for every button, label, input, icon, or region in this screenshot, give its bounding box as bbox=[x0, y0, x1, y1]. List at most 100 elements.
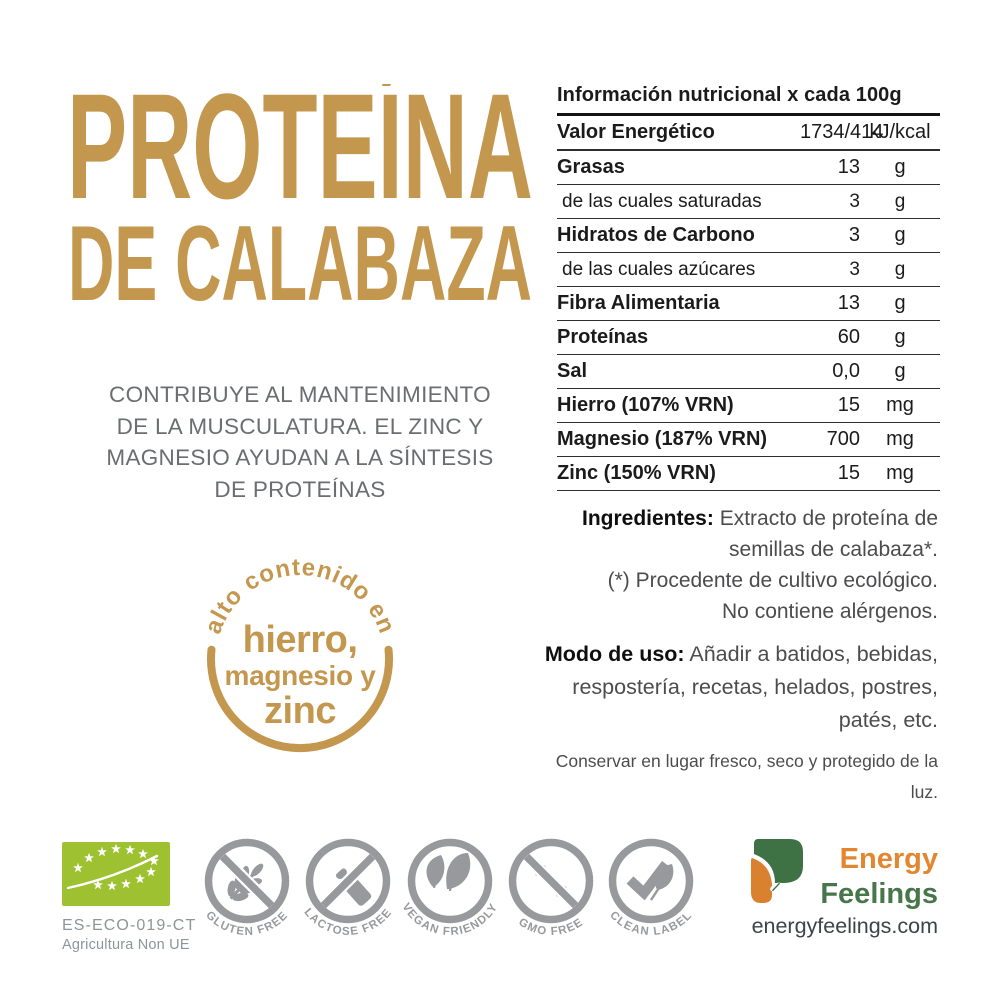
usage-block: Modo de uso: Añadir a batidos, bebidas, … bbox=[536, 638, 938, 737]
nutrition-name: Fibra Alimentaria bbox=[557, 292, 720, 314]
badge-ring bbox=[407, 838, 493, 924]
badge-gmo-free: GMO FREE bbox=[508, 838, 594, 938]
product-title-line1: PROTEÍNA bbox=[67, 84, 533, 230]
nutrition-table: Información nutricional x cada 100g Valo… bbox=[557, 84, 940, 491]
nutrition-name: Magnesio (187% VRN) bbox=[557, 428, 768, 450]
allergen-note: No contiene alérgenos. bbox=[722, 600, 938, 623]
badge-vegan-friendly: VEGAN FRIENDLY bbox=[399, 838, 499, 938]
ingredients-line2: semillas de calabaza*. bbox=[729, 538, 938, 561]
nutrition-row: Hidratos de Carbono 3 g bbox=[557, 219, 940, 253]
brand-name-line2: Feelings bbox=[820, 878, 938, 910]
nutrition-val: 1734/414 bbox=[800, 121, 884, 143]
storage-note: Conservar en lugar fresco, seco y proteg… bbox=[555, 751, 938, 802]
info-text-block: Ingredientes: Extracto de proteína de se… bbox=[536, 503, 938, 808]
nutrition-val: 15 bbox=[837, 394, 860, 416]
nutrition-name: de las cuales saturadas bbox=[562, 190, 762, 212]
crossed-slash bbox=[320, 853, 376, 909]
claim-line: DE PROTEÍNAS bbox=[214, 476, 386, 502]
eu-star bbox=[111, 843, 121, 854]
badge-gluten-free: GLUTEN FREE bbox=[203, 838, 291, 938]
nutrition-name: Hidratos de Carbono bbox=[557, 224, 755, 246]
eu-star bbox=[97, 846, 107, 857]
nutrition-name: Valor Energético bbox=[557, 121, 715, 143]
nutrition-row: Hierro (107% VRN) 15 mg bbox=[557, 389, 940, 423]
nutrition-name: Sal bbox=[557, 360, 588, 382]
nutrition-val: 60 bbox=[837, 326, 860, 348]
eu-star bbox=[73, 862, 83, 873]
organic-note: (*) Procedente de cultivo ecológico. bbox=[607, 569, 938, 592]
stamp-line2: magnesio y bbox=[224, 660, 376, 691]
eu-star bbox=[125, 844, 135, 855]
nutrition-val: 0,0 bbox=[832, 360, 860, 382]
eu-leaf-stem bbox=[66, 854, 159, 890]
nutrition-row: de las cuales azúcares 3 g bbox=[557, 253, 940, 287]
nutrition-unit: g bbox=[894, 258, 906, 280]
ingredients-label: Ingredientes: bbox=[582, 507, 714, 530]
nutrition-val: 3 bbox=[848, 224, 860, 246]
leaves-icon bbox=[426, 853, 471, 892]
eu-star bbox=[146, 866, 156, 877]
badge-label: CLEAN LABEL bbox=[607, 909, 695, 938]
badge-ring bbox=[204, 838, 290, 924]
eu-star bbox=[84, 852, 94, 863]
crossed-slash bbox=[219, 853, 275, 909]
nutrition-val: 700 bbox=[826, 428, 860, 450]
stamp-ring bbox=[207, 645, 393, 753]
ingredients-text: Extracto de proteína de bbox=[713, 507, 938, 530]
stamp-line1: hierro, bbox=[243, 619, 358, 661]
claim-line: DE LA MUSCULATURA. EL ZINC Y bbox=[116, 413, 484, 439]
nutrition-row: Proteínas 60 g bbox=[557, 321, 940, 355]
usage-line1: Modo de uso: Añadir a batidos, bebidas, bbox=[536, 638, 938, 671]
claim-line: MAGNESIO AYUDAN A LA SÍNTESIS bbox=[106, 445, 494, 470]
eu-star bbox=[121, 878, 131, 889]
brand-name-line1: Energy bbox=[840, 843, 938, 875]
nutrition-unit: g bbox=[894, 292, 906, 314]
nutrition-val: 3 bbox=[849, 190, 860, 212]
eu-star bbox=[135, 873, 145, 884]
nutrition-name: de las cuales azúcares bbox=[562, 258, 756, 280]
nutrition-row: Fibra Alimentaria 13 g bbox=[557, 287, 940, 321]
nutrition-val: 13 bbox=[837, 292, 860, 314]
nutrition-unit: g bbox=[894, 190, 906, 212]
nutrition-val: 13 bbox=[837, 156, 860, 178]
badge-clean-label: CLEAN LABEL bbox=[607, 838, 695, 938]
badge-lactose-free: LACTOSE FREE bbox=[301, 838, 393, 938]
usage-text: Añadir a batidos, bebidas, bbox=[684, 642, 938, 666]
high-content-stamp: alto contenido en hierro, magnesio y zin… bbox=[199, 554, 400, 753]
crossed-slash bbox=[523, 853, 579, 909]
usage-line2: respostería, recetas, helados, postres, … bbox=[572, 675, 938, 732]
product-title-line2: DE CALABAZA bbox=[68, 203, 532, 323]
eu-organic-leaf-logo bbox=[62, 842, 170, 906]
nutrition-unit: kJ/kcal bbox=[869, 121, 931, 143]
claim-line: CONTRIBUYE AL MANTENIMIENTO bbox=[109, 382, 491, 407]
nutrition-name: Grasas bbox=[557, 156, 625, 178]
nutrition-table-rows: Valor Energético 1734/414 kJ/kcal Grasas 13 g… bbox=[557, 116, 940, 491]
nutrition-row: Magnesio (187% VRN) 700 mg bbox=[557, 423, 940, 457]
nutrition-row: Grasas 13 g bbox=[557, 151, 940, 185]
health-claim-text: CONTRIBUYE AL MANTENIMIENTO DE LA MUSCUL… bbox=[60, 379, 540, 505]
nutrition-val: 3 bbox=[849, 258, 860, 280]
eu-star bbox=[93, 879, 103, 890]
check-icon bbox=[626, 860, 674, 901]
nutrition-unit: g bbox=[894, 360, 906, 382]
eu-stars bbox=[73, 843, 159, 891]
badge-ring bbox=[305, 838, 391, 924]
nutrition-row: de las cuales saturadas 3 g bbox=[557, 185, 940, 219]
badge-ring bbox=[608, 838, 694, 924]
eu-star bbox=[138, 848, 148, 859]
nutrition-row: Sal 0,0 g bbox=[557, 355, 940, 389]
brand-website: energyfeelings.com bbox=[752, 914, 938, 938]
eu-cert-subtitle: Agricultura Non UE bbox=[62, 937, 190, 953]
badge-label: GLUTEN FREE bbox=[203, 909, 291, 938]
usage-label: Modo de uso: bbox=[544, 642, 685, 666]
product-title: PROTEÍNA DE CALABAZA bbox=[67, 84, 533, 323]
nutrition-unit: g bbox=[894, 156, 906, 178]
eu-cert-code: ES-ECO-019-CT bbox=[62, 917, 197, 934]
brand-logo: Energy Feelings energyfeelings.com bbox=[751, 839, 938, 938]
stamp-line3: zinc bbox=[264, 690, 336, 732]
nutrition-name: Hierro (107% VRN) bbox=[557, 394, 734, 416]
eu-star bbox=[107, 880, 117, 891]
ingredients-line1: Ingredientes: Extracto de proteína de bbox=[536, 503, 938, 534]
badge-ring bbox=[508, 838, 594, 924]
